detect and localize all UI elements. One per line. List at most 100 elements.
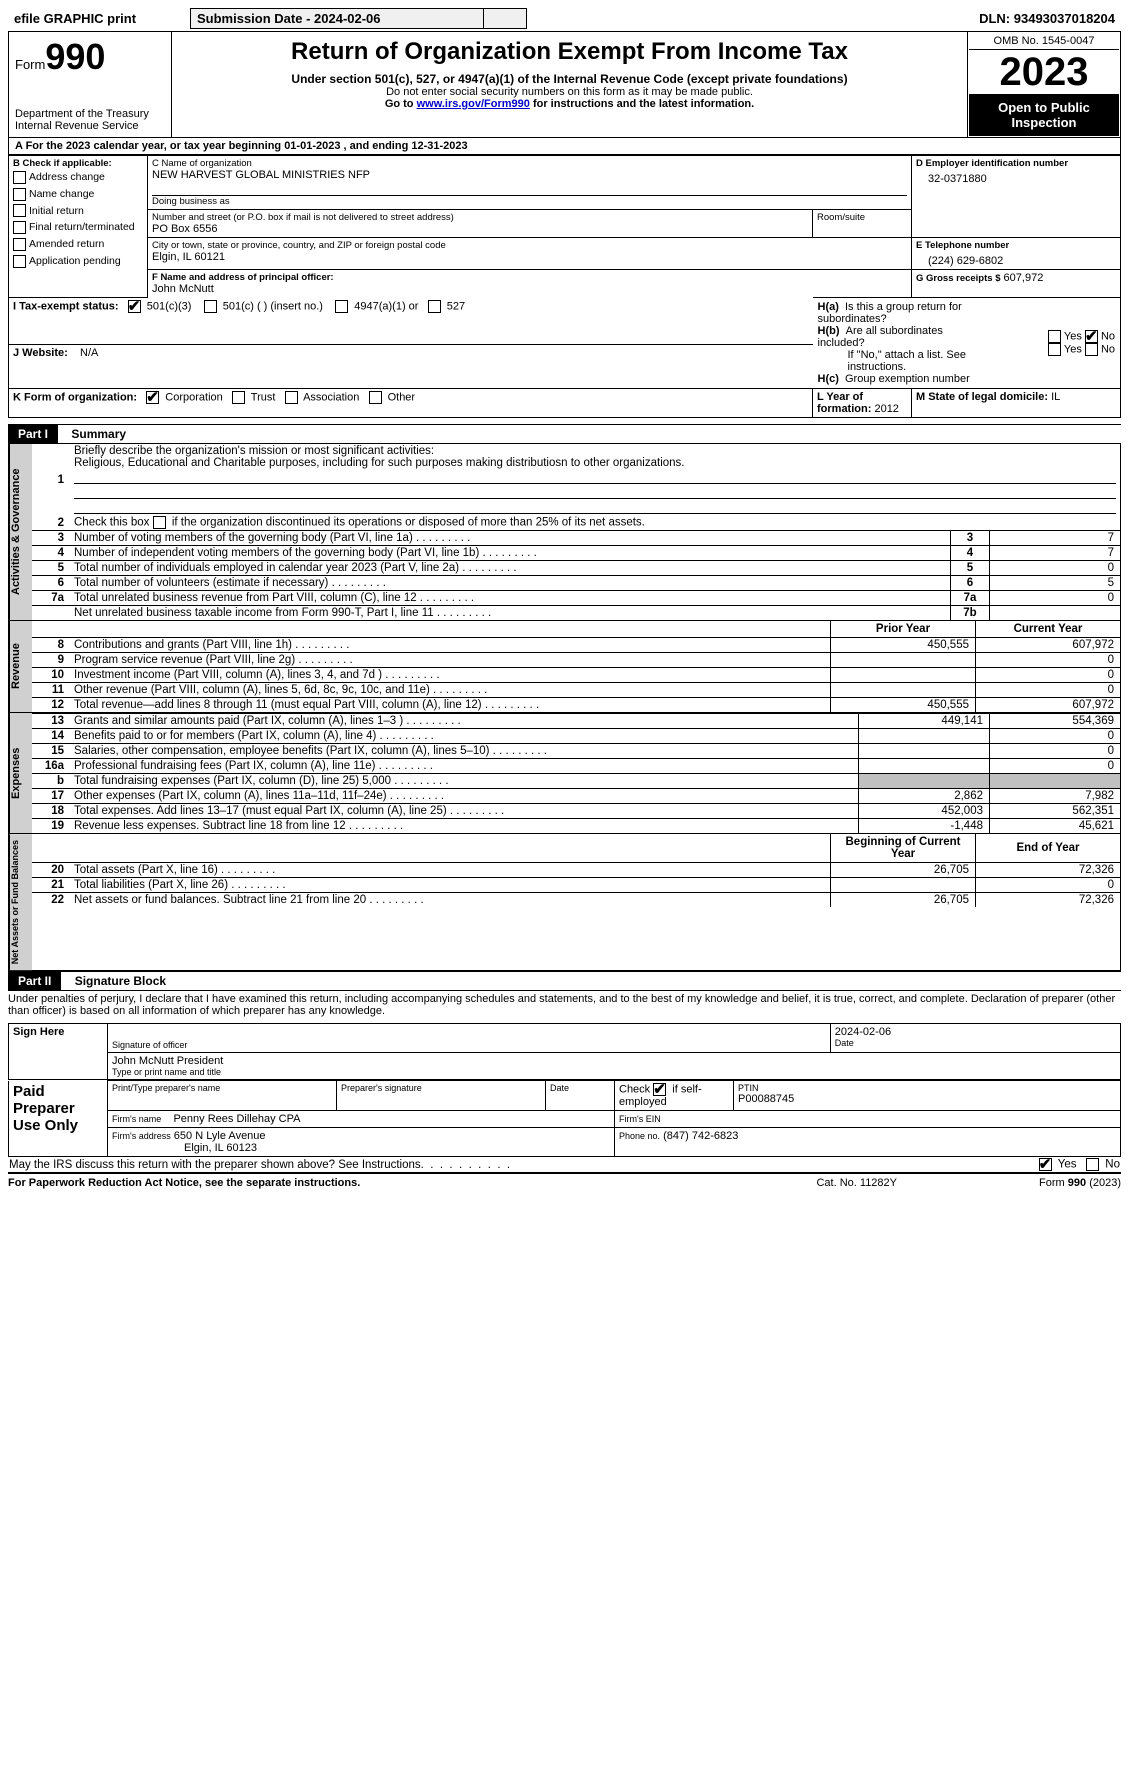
ptin-value: P00088745 [738,1093,1116,1105]
side-revenue: Revenue [9,621,32,712]
tax-year: 2023 [969,50,1119,94]
firm-ein-label: Firm's EIN [619,1114,661,1124]
gross-label: G Gross receipts $ [916,273,1000,284]
data-row: 22Net assets or fund balances. Subtract … [32,893,1120,908]
year-formation: 2012 [874,403,898,415]
part1-header: Part I [8,425,58,443]
public-inspection: Open to Public Inspection [969,94,1119,136]
city-value: Elgin, IL 60121 [152,251,907,263]
domicile-label: M State of legal domicile: [916,391,1048,403]
firm-addr1: 650 N Lyle Avenue [174,1130,266,1142]
data-row: 19Revenue less expenses. Subtract line 1… [32,819,1120,834]
check-final[interactable] [13,221,26,234]
perjury-declaration: Under penalties of perjury, I declare th… [8,991,1121,1024]
check-trust[interactable] [232,391,245,404]
check-4947[interactable] [335,300,348,313]
website-value: N/A [80,347,98,359]
form-subtitle-1: Under section 501(c), 527, or 4947(a)(1)… [178,72,961,86]
data-row: 21Total liabilities (Part X, line 26)0 [32,878,1120,893]
line1-label: Briefly describe the organization's miss… [74,445,434,457]
year-formation-label: L Year of formation: [817,391,871,415]
irs-link[interactable]: www.irs.gov/Form990 [417,98,530,110]
gov-row: 3Number of voting members of the governi… [32,531,1120,546]
h-note: If "No," attach a list. See instructions… [818,349,981,373]
sig-date: 2024-02-06 [835,1026,1116,1038]
data-row: bTotal fundraising expenses (Part IX, co… [32,774,1120,789]
efile-label: efile GRAPHIC print [8,9,191,29]
hb-yes[interactable] [1048,343,1061,356]
part2-title: Signature Block [65,974,166,988]
form-subtitle-2: Do not enter social security numbers on … [178,86,961,98]
discuss-yes[interactable] [1039,1158,1052,1171]
cat-no: Cat. No. 11282Y [770,1176,944,1190]
check-corp[interactable] [146,391,159,404]
check-address[interactable] [13,171,26,184]
part1-title: Summary [61,427,126,441]
sign-block: Sign Here Signature of officer 2024-02-0… [8,1024,1121,1080]
tax-exempt-row: I Tax-exempt status: 501(c)(3) 501(c) ( … [13,300,809,313]
data-row: 8Contributions and grants (Part VIII, li… [32,638,1120,653]
check-initial[interactable] [13,204,26,217]
firm-addr2: Elgin, IL 60123 [112,1142,257,1154]
check-501c3[interactable] [128,300,141,313]
check-name[interactable] [13,188,26,201]
check-pending[interactable] [13,255,26,268]
street-value: PO Box 6556 [152,223,808,235]
entity-info: B Check if applicable: Address change Na… [8,155,1121,418]
data-row: 13Grants and similar amounts paid (Part … [32,714,1120,729]
h-c: H(c) Group exemption number [818,373,981,385]
gov-row: 6Total number of volunteers (estimate if… [32,576,1120,591]
form-number: Form990 [15,36,165,78]
gov-row: 4Number of independent voting members of… [32,546,1120,561]
firm-phone-label: Phone no. [619,1131,660,1141]
discuss-no[interactable] [1086,1158,1099,1171]
data-row: 15Salaries, other compensation, employee… [32,744,1120,759]
data-row: 18Total expenses. Add lines 13–17 (must … [32,804,1120,819]
form-title: Return of Organization Exempt From Incom… [178,38,961,66]
side-netassets: Net Assets or Fund Balances [9,834,32,970]
phone-value: (224) 629-6802 [916,251,1116,267]
check-discontinued[interactable] [153,516,166,529]
check-assoc[interactable] [285,391,298,404]
pra-notice: For Paperwork Reduction Act Notice, see … [8,1176,770,1190]
data-row: 11Other revenue (Part VIII, column (A), … [32,683,1120,698]
check-501c[interactable] [204,300,217,313]
col-begin: Beginning of Current Year [831,834,976,863]
hb-no[interactable] [1085,343,1098,356]
paid-preparer-label: Paid Preparer Use Only [9,1081,108,1157]
phone-label: E Telephone number [916,240,1116,251]
data-row: 20Total assets (Part X, line 16)26,70572… [32,863,1120,878]
box-b-checks: Address change Name change Initial retur… [13,169,143,270]
gross-value: 607,972 [1004,272,1044,284]
ha-yes[interactable] [1048,330,1061,343]
data-row: 9Program service revenue (Part VIII, lin… [32,653,1120,668]
pt-date-label: Date [550,1083,610,1093]
firm-name: Penny Rees Dillehay CPA [173,1113,300,1125]
data-row: 14Benefits paid to or for members (Part … [32,729,1120,744]
line2: Check this box if the organization disco… [70,515,1120,531]
check-self-employed[interactable] [653,1083,666,1096]
ha-no[interactable] [1085,330,1098,343]
domicile: IL [1051,391,1060,403]
ein-label: D Employer identification number [916,158,1116,169]
sig-officer-label: Signature of officer [112,1040,826,1050]
form-footer: Form 990 (2023) [944,1176,1121,1190]
gov-row: Net unrelated business taxable income fr… [32,606,1120,621]
data-row: 17Other expenses (Part IX, column (A), l… [32,789,1120,804]
top-bar: efile GRAPHIC print Submission Date - 20… [8,8,1121,29]
dba-label: Doing business as [152,196,907,207]
part2-header: Part II [8,972,61,990]
sig-type-label: Type or print name and title [112,1067,1116,1077]
gov-row: 7aTotal unrelated business revenue from … [32,591,1120,606]
line-a: A For the 2023 calendar year, or tax yea… [8,138,1121,155]
check-other[interactable] [369,391,382,404]
check-amended[interactable] [13,238,26,251]
h-a: H(a) Is this a group return for subordin… [818,301,981,325]
data-row: 10Investment income (Part VIII, column (… [32,668,1120,683]
firm-phone: (847) 742-6823 [663,1130,738,1142]
check-527[interactable] [428,300,441,313]
dept-treasury: Department of the Treasury Internal Reve… [15,108,165,132]
ein-value: 32-0371880 [916,169,1116,185]
data-row: 12Total revenue—add lines 8 through 11 (… [32,698,1120,713]
gov-row: 5Total number of individuals employed in… [32,561,1120,576]
